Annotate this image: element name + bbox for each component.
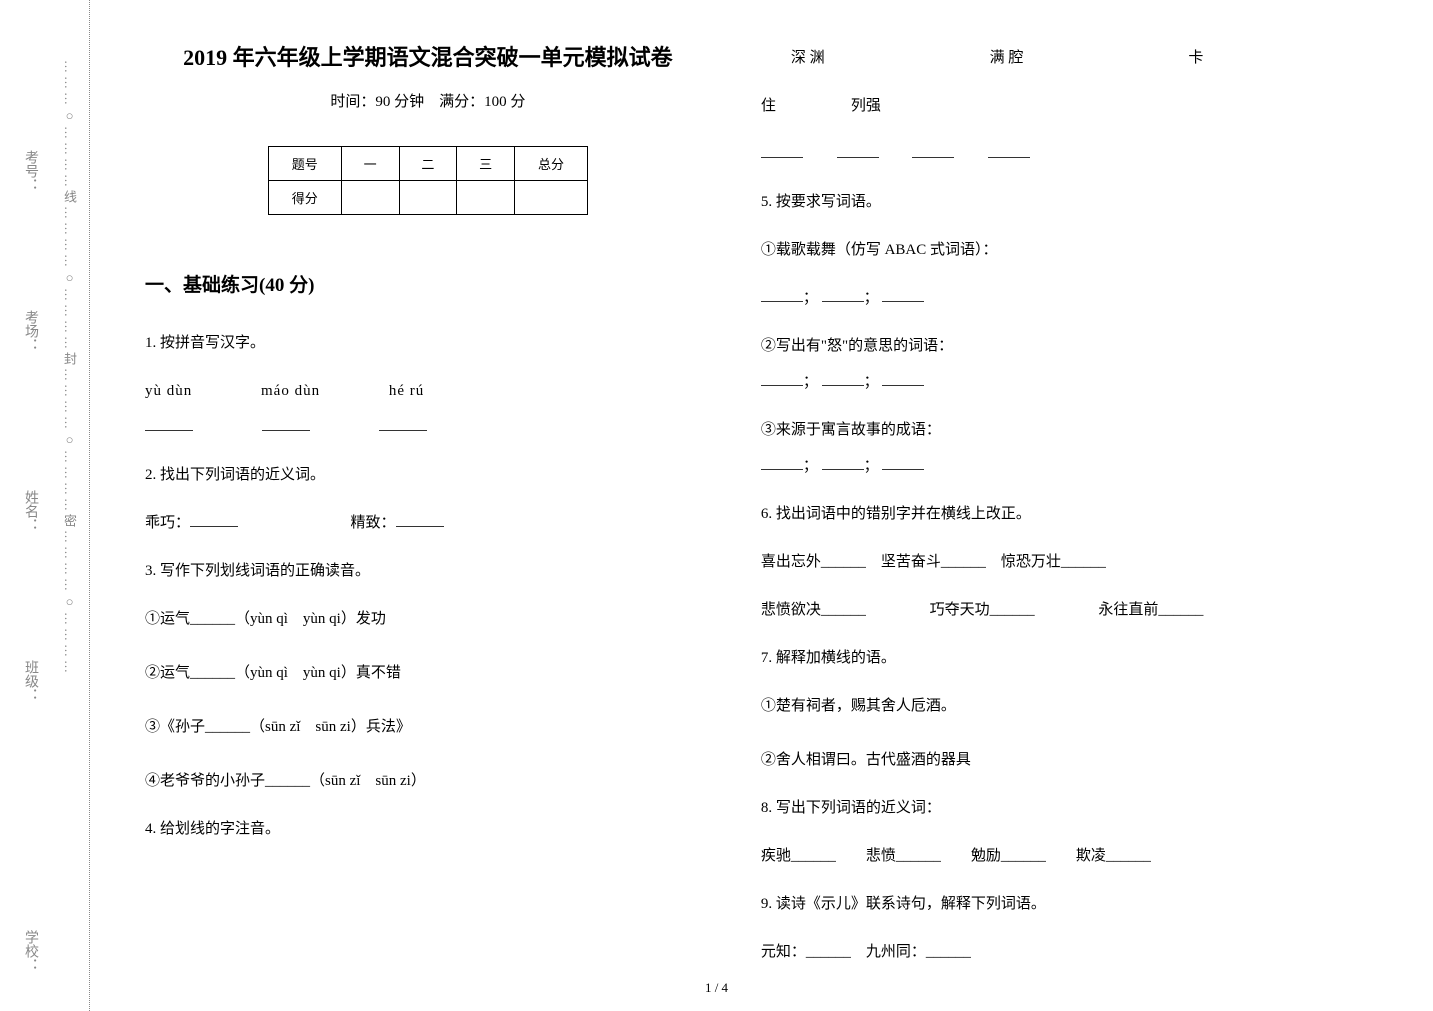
answer-blank: [822, 455, 864, 470]
score-row-label: 得分: [268, 181, 341, 215]
q5-prompt: 5. 按要求写词语。: [761, 184, 1378, 220]
answer-blank: [882, 455, 924, 470]
q6-item: 悲愤欲决______: [761, 602, 866, 618]
q7-sub1: ①楚有祠者，赐其舍人卮酒。: [761, 688, 1378, 724]
q1-pinyin-row: yù dùn máo dùn hé rú: [145, 373, 711, 445]
q3-item: ④老爷爷的小孙子______（sūn zǐ sūn zi）: [145, 763, 711, 799]
q4-row1: 深 渊 满 腔 卡: [761, 40, 1378, 76]
q5-sub1: ①载歌载舞（仿写 ABAC 式词语）：: [761, 232, 1378, 268]
q3-item: ①运气______（yùn qì yùn qi）发功: [145, 601, 711, 637]
page-number: 1 / 4: [705, 980, 728, 996]
q2-item: 精致：: [351, 515, 396, 531]
score-col-header: 一: [341, 147, 399, 181]
exam-subtitle: 时间：90 分钟 满分：100 分: [145, 90, 711, 111]
q2-prompt: 2. 找出下列词语的近义词。: [145, 457, 711, 493]
q4-blanks: [761, 136, 1378, 172]
margin-label: 考号：: [20, 150, 40, 192]
pinyin-item: máo dùn: [261, 383, 320, 399]
q5-blanks: ； ；: [761, 364, 1378, 400]
score-col-header: 三: [457, 147, 515, 181]
score-col-header: 二: [399, 147, 457, 181]
q5-sub3: ③来源于寓言故事的成语：: [761, 412, 1378, 448]
margin-label: 考场：: [20, 310, 40, 352]
answer-blank: [761, 287, 803, 302]
answer-blank: [190, 512, 238, 527]
q9-prompt: 9. 读诗《示儿》联系诗句，解释下列词语。: [761, 886, 1378, 922]
score-cell: [399, 181, 457, 215]
q2-item: 乖巧：: [145, 515, 190, 531]
pinyin-item: hé rú: [389, 383, 424, 399]
answer-blank: [882, 287, 924, 302]
score-cell: [341, 181, 399, 215]
q3-item: ②运气______（yùn qì yùn qi）真不错: [145, 655, 711, 691]
answer-blank: [912, 143, 954, 158]
answer-blank: [379, 416, 427, 431]
pinyin-item: yù dùn: [145, 383, 192, 399]
score-table: 题号 一 二 三 总分 得分: [268, 146, 588, 215]
answer-blank: [988, 143, 1030, 158]
score-cell: [515, 181, 588, 215]
q8-prompt: 8. 写出下列词语的近义词：: [761, 790, 1378, 826]
q6-item: 巧夺天功______: [930, 602, 1035, 618]
q5-blanks: ； ；: [761, 448, 1378, 484]
q6-item: 永往直前______: [1098, 602, 1203, 618]
q2-items: 乖巧： 精致：: [145, 505, 711, 541]
q6-prompt: 6. 找出词语中的错别字并在横线上改正。: [761, 496, 1378, 532]
q7-sub2: ②舍人相谓曰。古代盛酒的器具: [761, 742, 1378, 778]
q1-prompt: 1. 按拼音写汉字。: [145, 325, 711, 361]
answer-blank: [837, 143, 879, 158]
q9-line: 元知：______ 九州同：______: [761, 934, 1378, 970]
q6-row1: 喜出忘外______ 坚苦奋斗______ 惊恐万壮______: [761, 544, 1378, 580]
q6-row2: 悲愤欲决______ 巧夺天功______ 永往直前______: [761, 592, 1378, 628]
q8-line: 疾驰______ 悲愤______ 勉励______ 欺凌______: [761, 838, 1378, 874]
answer-blank: [761, 143, 803, 158]
answer-blank: [761, 455, 803, 470]
answer-blank: [262, 416, 310, 431]
section-heading: 一、基础练习(40 分): [145, 270, 711, 297]
score-cell: [457, 181, 515, 215]
q5-sub2: ②写出有"怒"的意思的词语：: [761, 328, 1378, 364]
q4-row2: 住 列强: [761, 88, 1378, 124]
answer-blank: [882, 371, 924, 386]
q4-prompt: 4. 给划线的字注音。: [145, 811, 711, 847]
answer-blank: [396, 512, 444, 527]
margin-label: 班级：: [20, 660, 40, 702]
answer-blank: [822, 371, 864, 386]
answer-blank: [145, 416, 193, 431]
answer-blank: [761, 371, 803, 386]
margin-label: 学校：: [20, 930, 40, 972]
margin-label: 姓名：: [20, 490, 40, 532]
q7-prompt: 7. 解释加横线的语。: [761, 640, 1378, 676]
score-col-header: 题号: [268, 147, 341, 181]
exam-title: 2019 年六年级上学期语文混合突破一单元模拟试卷: [145, 40, 711, 72]
q3-item: ③《孙子______（sūn zǐ sūn zi）兵法》: [145, 709, 711, 745]
score-col-header: 总分: [515, 147, 588, 181]
q5-blanks: ； ；: [761, 280, 1378, 316]
answer-blank: [822, 287, 864, 302]
margin-seal-line: ………○…………线…………○…………封…………○…………密…………○…………: [60, 60, 79, 676]
q3-prompt: 3. 写作下列划线词语的正确读音。: [145, 553, 711, 589]
